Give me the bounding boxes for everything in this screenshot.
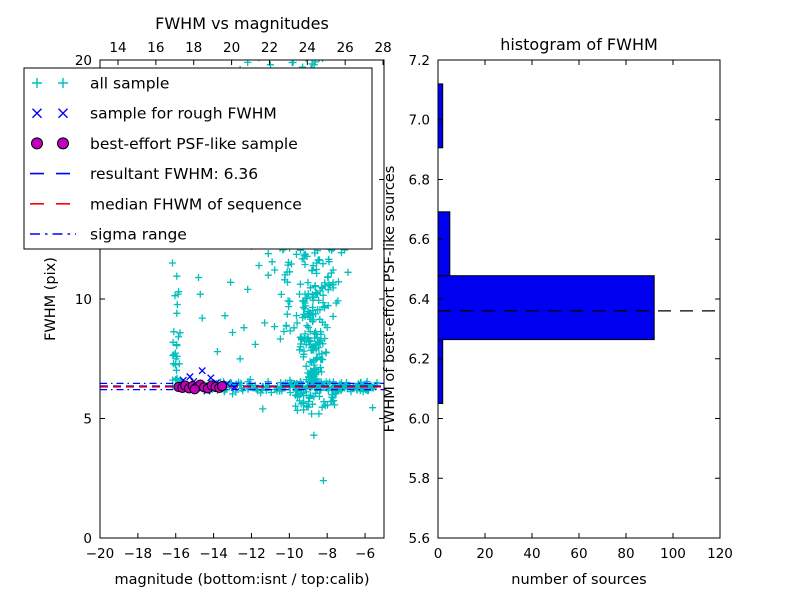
- histogram-bar: [437, 275, 655, 341]
- x-tick-label: −14: [199, 546, 228, 562]
- legend-x-icon: [58, 108, 68, 119]
- left-plot-ylabel: FWHM (pix): [43, 257, 59, 341]
- legend-plus-icon: [32, 78, 42, 88]
- x-tick-label: 80: [617, 546, 634, 562]
- y-tick-label: 0: [83, 531, 92, 547]
- y-tick-label: 5.6: [409, 531, 430, 547]
- left-plot-hlines: [100, 382, 384, 391]
- legend: all sample sample for rough FWHM best-effo…: [23, 67, 373, 250]
- x-tick-label: −18: [124, 546, 153, 562]
- legend-circle-icon: [57, 137, 69, 150]
- top-x-tick-label: 22: [261, 40, 278, 56]
- y-tick-label: 6.2: [409, 352, 430, 368]
- x-tick-label: −8: [317, 546, 337, 562]
- legend-circle-icon: [31, 137, 43, 150]
- y-tick-label: 5: [83, 411, 92, 427]
- right-plot: 0 20 40 60 80 100 120 5.6 5.8 6.0 6.2 6.4 6.6 6.8 7.0 7…: [382, 35, 733, 588]
- right-plot-title: histogram of FWHM: [500, 35, 658, 54]
- top-x-tick-label: 20: [223, 40, 240, 56]
- y-tick-label: 6.6: [409, 232, 430, 248]
- x-tick-label: −10: [275, 546, 304, 562]
- histogram-bar: [437, 339, 444, 405]
- x-tick-label: 100: [660, 546, 686, 562]
- x-tick-label: 0: [434, 546, 443, 562]
- left-plot-scatter-psf-sample: [173, 379, 228, 395]
- y-tick-label: 7.2: [409, 53, 430, 69]
- right-plot-bars: [437, 83, 655, 405]
- x-tick-label: 40: [523, 546, 540, 562]
- y-tick-label: 20: [75, 53, 92, 69]
- left-plot: −20 −18 −16 −14 −12 −10 −8 −6 14 16 18 20 22 24 26 28 0 5…: [23, 14, 392, 588]
- legend-label: best-effort PSF-like sample: [90, 135, 298, 153]
- x-tick-label: 120: [707, 546, 733, 562]
- x-tick-label: −12: [237, 546, 266, 562]
- x-tick-label: 20: [476, 546, 493, 562]
- legend-box: [23, 67, 373, 250]
- left-plot-xlabel: magnitude (bottom:isnt / top:calib): [114, 572, 369, 588]
- top-x-tick-label: 14: [109, 40, 126, 56]
- left-plot-title: FWHM vs magnitudes: [155, 14, 329, 33]
- y-tick-label: 6.0: [409, 411, 430, 427]
- psf-sample-marker: [217, 381, 228, 392]
- x-tick-label: −16: [161, 546, 190, 562]
- legend-label: median FHWM of sequence: [90, 195, 302, 213]
- x-tick-label: −20: [86, 546, 115, 562]
- legend-label: sample for rough FWHM: [90, 105, 277, 123]
- top-x-tick-label: 28: [375, 40, 392, 56]
- top-x-tick-label: 16: [147, 40, 164, 56]
- legend-label: all sample: [90, 75, 169, 93]
- legend-label: sigma range: [90, 226, 187, 244]
- y-tick-label: 7.0: [409, 113, 430, 129]
- histogram-bar: [437, 211, 451, 277]
- top-x-tick-label: 24: [299, 40, 316, 56]
- right-plot-ylabel: FWHM of best-effort PSF-like sources: [382, 166, 398, 433]
- top-x-tick-label: 18: [185, 40, 202, 56]
- y-tick-label: 6.8: [409, 172, 430, 188]
- psf-sample-marker: [189, 384, 200, 395]
- right-plot-xlabel: number of sources: [511, 572, 647, 588]
- x-tick-label: 60: [570, 546, 587, 562]
- y-tick-label: 6.4: [409, 292, 430, 308]
- legend-label: resultant FWHM: 6.36: [90, 165, 258, 183]
- histogram-bar: [437, 83, 444, 149]
- right-plot-frame: 0 20 40 60 80 100 120 5.6 5.8 6.0 6.2 6.4 6.6 6.8 7.0 7…: [409, 53, 733, 562]
- legend-plus-icon: [58, 78, 68, 88]
- y-tick-label: 5.8: [409, 471, 430, 487]
- y-tick-label: 10: [75, 292, 92, 308]
- legend-x-icon: [32, 108, 42, 119]
- top-x-tick-label: 26: [337, 40, 354, 56]
- x-tick-label: −6: [355, 546, 375, 562]
